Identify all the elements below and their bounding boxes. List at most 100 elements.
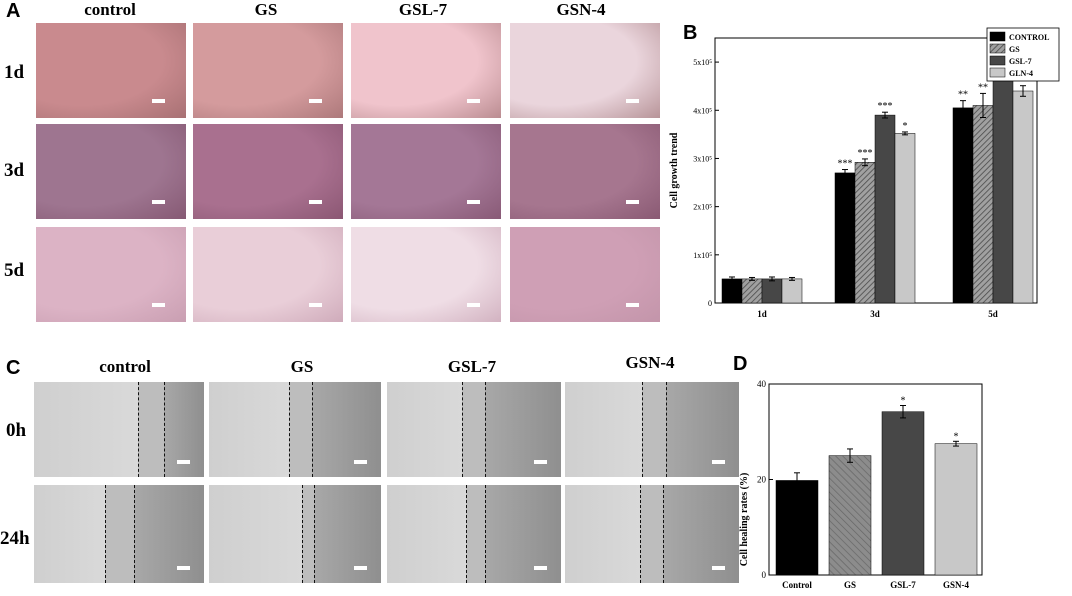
chart-b-bar	[741, 278, 763, 304]
panel-d-letter: D	[733, 353, 748, 375]
panel-a-row-1d: 1d	[4, 62, 25, 83]
panel-a-row-5d: 5d	[4, 260, 25, 281]
micrograph-image	[193, 23, 343, 118]
micrograph-image	[193, 124, 343, 219]
chart-b-ytick-label: 2x10⁵	[693, 203, 712, 212]
scale-bar	[177, 460, 190, 464]
chart-d-ytick-label: 0	[762, 570, 767, 580]
chart-b-significance-mark: **	[978, 82, 988, 93]
chart-b-ylabel: Cell growth trend	[669, 132, 680, 208]
chart-d-bar	[775, 480, 819, 576]
scale-bar	[626, 200, 639, 204]
scratch-boundary-line	[642, 382, 643, 477]
chart-b-xtick-label: 3d	[870, 309, 880, 319]
scratch-image	[34, 382, 204, 477]
chart-d-xtick-label: GSL-7	[890, 580, 916, 590]
micrograph-image	[510, 124, 660, 219]
chart-d-xtick-label: Control	[782, 580, 812, 590]
chart-d-ylabel: Cell healing rates (%)	[739, 473, 750, 567]
scratch-boundary-line	[138, 382, 139, 477]
scratch-image	[565, 485, 739, 583]
scale-bar	[152, 99, 165, 103]
micrograph-image	[351, 124, 501, 219]
chart-d-bar	[881, 411, 925, 576]
scale-bar	[626, 303, 639, 307]
scratch-boundary-line	[666, 382, 667, 477]
scratch-boundary-line	[302, 485, 303, 583]
scratch-boundary-line	[462, 382, 463, 477]
panel-c-col-gsl7: GSL-7	[447, 357, 497, 376]
micrograph-image	[351, 227, 501, 322]
chart-d-significance-mark: *	[901, 395, 906, 406]
scale-bar	[309, 99, 322, 103]
scratch-boundary-line	[134, 485, 135, 583]
micrograph-image	[510, 23, 660, 118]
chart-d-bar	[934, 443, 978, 576]
chart-b-bar	[834, 172, 856, 304]
scratch-boundary-line	[164, 382, 165, 477]
scale-bar	[626, 99, 639, 103]
chart-b-legend-label: GLN-4	[1009, 69, 1033, 78]
scale-bar	[534, 460, 547, 464]
chart-b-bar	[952, 107, 974, 304]
scratch-image	[565, 382, 739, 477]
micrograph-image	[36, 23, 186, 118]
panel-a-col-gs: GS	[254, 0, 278, 19]
chart-b-legend-swatch	[989, 55, 1006, 66]
micrograph-image	[193, 227, 343, 322]
scale-bar	[712, 566, 725, 570]
chart-b-bar	[874, 114, 896, 304]
scratch-boundary-line	[466, 485, 467, 583]
chart-b-legend-label: GSL-7	[1009, 57, 1032, 66]
scratch-boundary-line	[640, 485, 641, 583]
chart-b-ytick-label: 4x10⁵	[693, 106, 712, 115]
panel-c-row-24h: 24h	[0, 528, 30, 549]
chart-b-svg: 0 1x10⁵ 2x10⁵ 3x10⁵ 4x10⁵ 5x10⁵ Cell growth tr…	[669, 27, 1060, 319]
scale-bar	[309, 303, 322, 307]
panel-a-col-gsn4: GSN-4	[556, 0, 606, 19]
chart-d-xtick-label: GS	[844, 580, 856, 590]
scale-bar	[152, 200, 165, 204]
scratch-image	[209, 485, 381, 583]
scale-bar	[177, 566, 190, 570]
scratch-image	[387, 485, 561, 583]
panel-c-col-gs: GS	[290, 357, 314, 376]
scale-bar	[467, 99, 480, 103]
scale-bar	[467, 200, 480, 204]
panel-c-row-0h: 0h	[6, 420, 27, 441]
panel-a-col-control: control	[84, 0, 136, 19]
panel-c-letter: C	[6, 357, 21, 379]
chart-b-bar	[761, 278, 783, 304]
scratch-image	[387, 382, 561, 477]
scratch-boundary-line	[314, 485, 315, 583]
scale-bar	[354, 566, 367, 570]
micrograph-image	[351, 23, 501, 118]
scratch-image	[209, 382, 381, 477]
scale-bar	[309, 200, 322, 204]
chart-b-ytick-label: 1x10⁵	[693, 251, 712, 260]
chart-d-xtick-label: GSN-4	[943, 580, 970, 590]
chart-b-significance-mark: ***	[838, 159, 853, 170]
chart-b-xtick-label: 1d	[757, 309, 767, 319]
scratch-boundary-line	[663, 485, 664, 583]
scratch-image	[34, 485, 204, 583]
chart-b-xtick-label: 5d	[988, 309, 998, 319]
panel-a-letter: A	[6, 0, 21, 22]
chart-b-bar	[854, 162, 876, 304]
scale-bar	[467, 303, 480, 307]
micrograph-image	[36, 124, 186, 219]
panel-b-letter: B	[683, 22, 698, 44]
scratch-boundary-line	[289, 382, 290, 477]
chart-b-ytick-label: 0	[708, 299, 712, 308]
chart-b-significance-mark: *	[903, 121, 908, 132]
chart-b-legend-swatch	[989, 43, 1006, 54]
panel-c-col-gsn4: GSN-4	[625, 353, 675, 372]
scale-bar	[534, 566, 547, 570]
chart-b-significance-mark: ***	[858, 148, 873, 159]
chart-d-ytick-label: 20	[757, 475, 767, 485]
chart-b-significance-mark: ***	[878, 101, 893, 112]
panel-a-col-gsl7: GSL-7	[398, 0, 448, 19]
scratch-boundary-line	[485, 382, 486, 477]
chart-b-ytick-label: 3x10⁵	[693, 154, 712, 163]
chart-b-bar	[894, 133, 916, 304]
